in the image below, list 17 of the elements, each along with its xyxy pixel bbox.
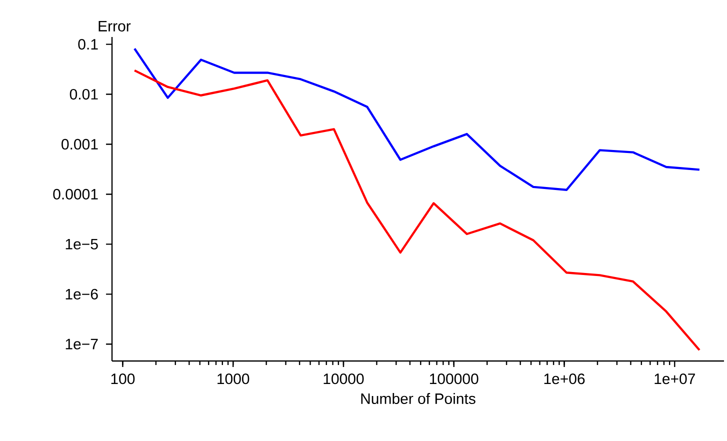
x-tick-label: 1000	[218, 374, 250, 384]
x-tick-label: 100	[111, 374, 135, 384]
y-axis-title: Error	[98, 21, 131, 32]
y-tick-label: 1e−5	[66, 238, 98, 250]
y-tick-label: 0.0001	[53, 188, 98, 200]
x-axis-title: Number of Points	[361, 393, 476, 404]
y-tick-label: 1e−7	[66, 338, 98, 350]
line-series	[133, 69, 701, 352]
x-tick-label: 100000	[430, 374, 478, 384]
y-tick-label: 0.1	[78, 38, 98, 50]
line-series	[133, 48, 701, 192]
x-tick-label: 1e+07	[654, 374, 695, 384]
y-tick-label: 1e−6	[66, 288, 98, 300]
y-tick-label: 0.01	[70, 88, 98, 100]
x-tick-label: 10000	[324, 374, 364, 384]
y-tick-label: 0.001	[62, 138, 98, 150]
x-tick-label: 1e+06	[544, 374, 585, 384]
